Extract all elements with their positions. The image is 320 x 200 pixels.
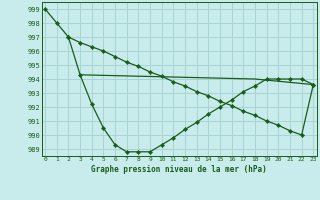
- X-axis label: Graphe pression niveau de la mer (hPa): Graphe pression niveau de la mer (hPa): [91, 165, 267, 174]
